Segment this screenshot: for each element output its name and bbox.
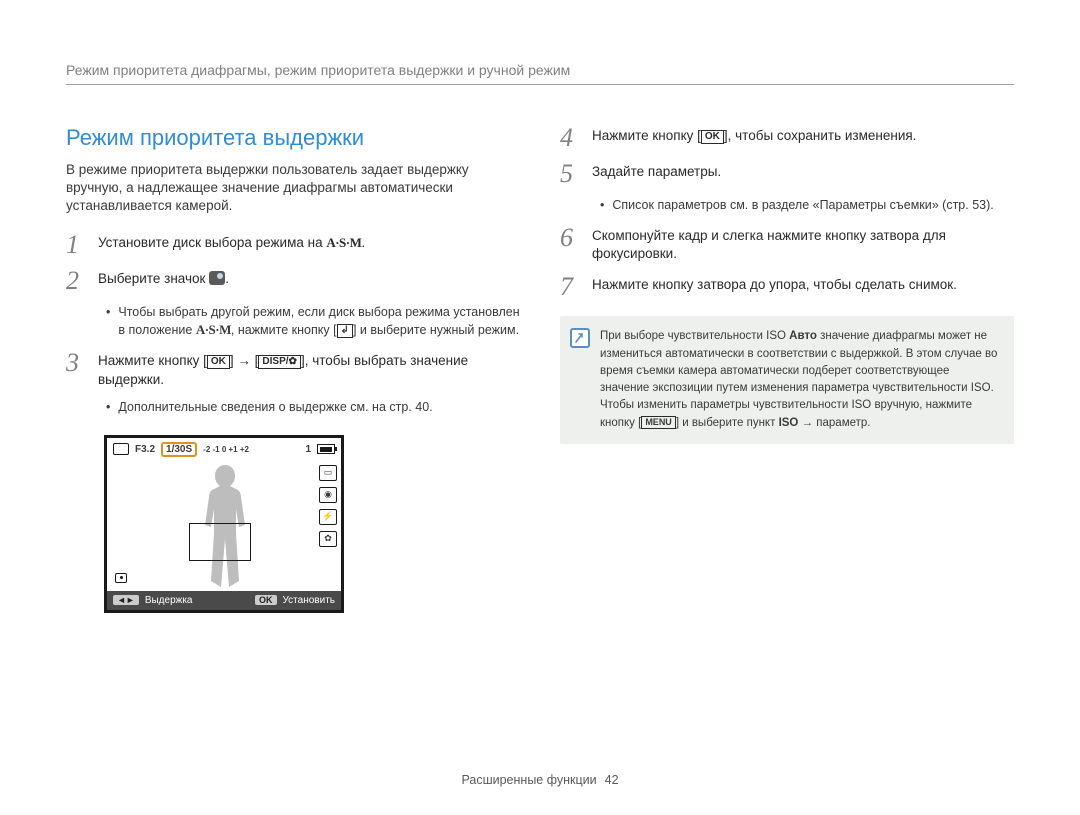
step-number: 2 <box>66 268 98 294</box>
intro-text: В режиме приоритета выдержки пользовател… <box>66 161 520 216</box>
macro-icon: ✿ <box>319 531 337 547</box>
note-part: значение диафрагмы может не измениться а… <box>600 330 997 428</box>
asm-icon: A·S·M <box>326 235 361 250</box>
note-body: При выборе чувствительности ISO Авто зна… <box>600 328 1000 432</box>
content-columns: Режим приоритета выдержки В режиме приор… <box>66 125 1014 613</box>
step-part: Нажмите кнопку [ <box>592 128 701 143</box>
step-body: Нажмите кнопку [OK], чтобы сохранить изм… <box>592 125 916 151</box>
note-bold: Авто <box>789 330 817 342</box>
lcd-main: ▭ ◉ ⚡ ✿ <box>107 461 341 591</box>
step-body: Задайте параметры. <box>592 161 721 187</box>
step-body: Нажмите кнопку затвора до упора, чтобы с… <box>592 274 957 300</box>
asm-icon: A·S·M <box>196 322 231 337</box>
bullet: Чтобы выбрать другой режим, если диск вы… <box>106 304 520 340</box>
metering-icon: ◉ <box>319 487 337 503</box>
step-5: 5 Задайте параметры. <box>560 161 1014 187</box>
step-text: Выберите значок <box>98 271 209 286</box>
step-2: 2 Выберите значок . <box>66 268 520 294</box>
page-number: 42 <box>605 773 619 787</box>
back-icon: ↲ <box>337 324 353 338</box>
lcd-right-icons: ▭ ◉ ⚡ ✿ <box>319 465 337 547</box>
step-7: 7 Нажмите кнопку затвора до упора, чтобы… <box>560 274 1014 300</box>
lcd-screen: F3.2 1/30S -2 -1 0 +1 +2 1 <box>104 435 344 613</box>
bullet-part: ] и выберите нужный режим. <box>353 323 519 337</box>
bullet-text: Чтобы выбрать другой режим, если диск вы… <box>118 304 520 340</box>
left-column: Режим приоритета выдержки В режиме приор… <box>66 125 520 613</box>
step-number: 3 <box>66 350 98 390</box>
shot-count: 1 <box>305 444 311 455</box>
bullet-text: Список параметров см. в разделе «Парамет… <box>612 197 993 215</box>
step-4: 4 Нажмите кнопку [OK], чтобы сохранить и… <box>560 125 1014 151</box>
step-part: ], чтобы сохранить изменения. <box>724 128 917 143</box>
ok-icon: OK <box>207 355 230 369</box>
flash-icon: ⚡ <box>319 509 337 525</box>
step-number: 1 <box>66 232 98 258</box>
lcd-top-bar: F3.2 1/30S -2 -1 0 +1 +2 1 <box>107 438 341 461</box>
step-number: 6 <box>560 225 592 265</box>
arrow: → <box>802 417 814 429</box>
footer-section: Расширенные функции <box>461 773 596 787</box>
step-6: 6 Скомпонуйте кадр и слегка нажмите кноп… <box>560 225 1014 265</box>
step-body: Установите диск выбора режима на A·S·M. <box>98 232 365 258</box>
bullet-text: Дополнительные сведения о выдержке см. н… <box>118 399 432 417</box>
step-body: Выберите значок . <box>98 268 229 294</box>
step-part: Нажмите кнопку [ <box>98 353 207 368</box>
ok-icon: OK <box>255 595 277 605</box>
header-title: Режим приоритета диафрагмы, режим приори… <box>66 62 1014 85</box>
step-body: Скомпонуйте кадр и слегка нажмите кнопку… <box>592 225 1014 265</box>
drive-icon: ▭ <box>319 465 337 481</box>
section-title: Режим приоритета выдержки <box>66 125 520 151</box>
lcd-illustration: F3.2 1/30S -2 -1 0 +1 +2 1 <box>104 435 520 613</box>
footer: Расширенные функции 42 <box>0 773 1080 787</box>
shutter-value: 1/30S <box>161 442 197 457</box>
lcd-top-right: 1 <box>305 444 335 455</box>
step-3: 3 Нажмите кнопку [OK] → [DISP/✿], чтобы … <box>66 350 520 390</box>
bullet: Список параметров см. в разделе «Парамет… <box>600 197 1014 215</box>
disp-label: DISP/ <box>262 356 288 367</box>
camera-icon <box>113 443 129 455</box>
note-part: ] и выберите пункт <box>676 417 779 429</box>
lcd-bottom-right-label: Установить <box>283 595 336 606</box>
note-param: параметр <box>816 417 867 429</box>
aperture-value: F3.2 <box>135 444 155 455</box>
lcd-bottom-bar: ◄► Выдержка OK Установить <box>107 591 341 610</box>
focus-rect <box>189 523 251 561</box>
bullet: Дополнительные сведения о выдержке см. н… <box>106 399 520 417</box>
step-2-bullets: Чтобы выбрать другой режим, если диск вы… <box>106 304 520 340</box>
note-part: При выборе чувствительности ISO <box>600 330 789 342</box>
step-3-bullets: Дополнительные сведения о выдержке см. н… <box>106 399 520 417</box>
note-icon <box>570 328 590 348</box>
step-text-end: . <box>361 235 365 250</box>
step-number: 5 <box>560 161 592 187</box>
step-body: Нажмите кнопку [OK] → [DISP/✿], чтобы вы… <box>98 350 520 390</box>
arrow: → <box>237 353 251 368</box>
step-part: [ <box>251 353 259 368</box>
step-text: Установите диск выбора режима на <box>98 235 326 250</box>
af-point-icon <box>115 573 127 583</box>
mode-icon <box>209 271 225 285</box>
step-1: 1 Установите диск выбора режима на A·S·M… <box>66 232 520 258</box>
step-number: 7 <box>560 274 592 300</box>
note-iso: ISO <box>779 417 799 429</box>
right-column: 4 Нажмите кнопку [OK], чтобы сохранить и… <box>560 125 1014 613</box>
bullet-part: , нажмите кнопку [ <box>231 323 337 337</box>
menu-icon: MENU <box>641 416 676 429</box>
lcd-top-left: F3.2 1/30S -2 -1 0 +1 +2 <box>113 442 249 457</box>
battery-icon <box>317 444 335 454</box>
step-number: 4 <box>560 125 592 151</box>
step-5-bullets: Список параметров см. в разделе «Парамет… <box>600 197 1014 215</box>
lcd-bottom-left-label: Выдержка <box>145 595 193 606</box>
nav-icon: ◄► <box>113 595 139 605</box>
ev-scale: -2 -1 0 +1 +2 <box>203 445 249 454</box>
step-text-end: . <box>225 271 229 286</box>
disp-icon: DISP/✿ <box>258 355 301 369</box>
ok-icon: OK <box>701 130 724 144</box>
note-box: При выборе чувствительности ISO Авто зна… <box>560 316 1014 444</box>
page: Режим приоритета диафрагмы, режим приори… <box>0 0 1080 815</box>
